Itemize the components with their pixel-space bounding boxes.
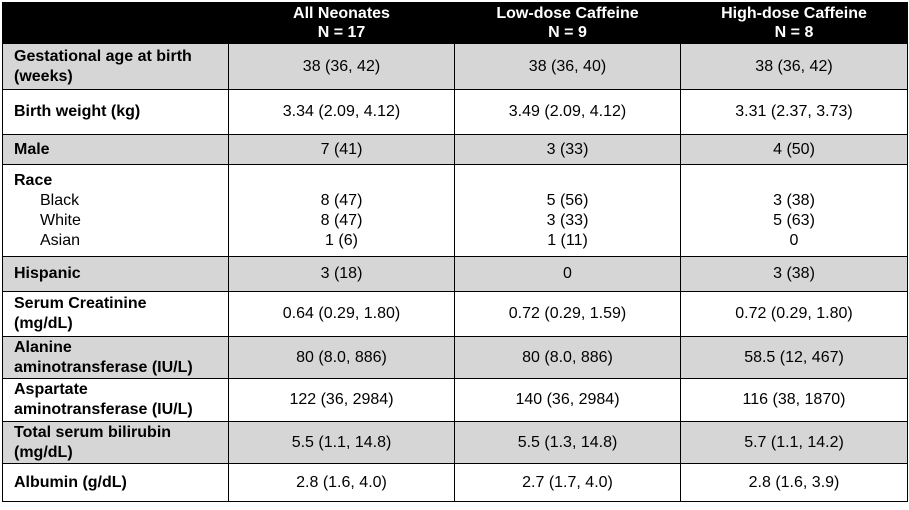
row-label: Alanine aminotransferase (IU/L) xyxy=(2,336,229,379)
race-label: Race xyxy=(14,171,53,189)
header-n: N = 9 xyxy=(548,23,587,41)
header-all-neonates: All Neonates N = 17 xyxy=(228,2,455,44)
header-n: N = 8 xyxy=(774,23,814,41)
cell-low-dose: 38 (36, 40) xyxy=(454,43,681,90)
race-asian-value: 0 xyxy=(789,231,799,249)
cell-all: 5.5 (1.1, 14.8) xyxy=(228,421,455,464)
row-label: Serum Creatinine (mg/dL) xyxy=(2,291,229,337)
cell-low-dose: 3 (33) xyxy=(454,134,681,165)
cell-all: 3.34 (2.09, 4.12) xyxy=(228,89,455,135)
cell-high-dose: 116 (38, 1870) xyxy=(680,378,908,422)
cell-high-dose: 38 (36, 42) xyxy=(680,43,908,90)
table-row-alanine-aminotransferase: Alanine aminotransferase (IU/L) 80 (8.0,… xyxy=(2,336,908,379)
cell-all: 2.8 (1.6, 4.0) xyxy=(228,463,455,502)
race-asian-label: Asian xyxy=(40,231,81,249)
cell-low-dose: 3.49 (2.09, 4.12) xyxy=(454,89,681,135)
header-high-dose-caffeine: High-dose Caffeine N = 8 xyxy=(680,2,908,44)
row-label-line: Aspartate xyxy=(14,381,88,398)
row-label-line: (weeks) xyxy=(14,67,73,85)
demographics-table: All Neonates N = 17 Low-dose Caffeine N … xyxy=(2,2,908,502)
row-label-line: (mg/dL) xyxy=(14,315,73,332)
cell-all: 38 (36, 42) xyxy=(228,43,455,90)
race-asian-value: 1 (6) xyxy=(325,231,358,249)
cell-high-dose: 4 (50) xyxy=(680,134,908,165)
race-white-value: 5 (63) xyxy=(773,211,815,229)
cell-low-dose: 0 xyxy=(454,256,681,292)
row-label: Gestational age at birth (weeks) xyxy=(2,43,229,90)
cell-all: 80 (8.0, 886) xyxy=(228,336,455,379)
race-white-label: White xyxy=(40,211,81,229)
cell-low-dose: 5.5 (1.3, 14.8) xyxy=(454,421,681,464)
header-n: N = 17 xyxy=(317,23,366,41)
race-black-value: 8 (47) xyxy=(320,191,363,209)
table-row-race: Race Black White Asian 8 (47) 8 (47) 1 (… xyxy=(2,164,908,257)
header-blank-cell xyxy=(2,2,229,44)
cell-low-dose: 2.7 (1.7, 4.0) xyxy=(454,463,681,502)
row-label: Male xyxy=(2,134,229,165)
row-label-line: aminotransferase (IU/L) xyxy=(14,358,193,376)
cell-low-dose: 0.72 (0.29, 1.59) xyxy=(454,291,681,337)
race-white-value: 8 (47) xyxy=(320,211,363,229)
cell-high-dose: 3.31 (2.37, 3.73) xyxy=(680,89,908,135)
header-title: High-dose Caffeine xyxy=(721,4,867,22)
row-label: Hispanic xyxy=(2,256,229,292)
row-label: Albumin (g/dL) xyxy=(2,463,229,502)
cell-high-dose: 2.8 (1.6, 3.9) xyxy=(680,463,908,502)
table-row-hispanic: Hispanic 3 (18) 0 3 (38) xyxy=(2,256,908,292)
row-label: Total serum bilirubin (mg/dL) xyxy=(2,421,229,464)
cell-all: 122 (36, 2984) xyxy=(228,378,455,422)
table-header-row: All Neonates N = 17 Low-dose Caffeine N … xyxy=(2,2,908,44)
race-black-value: 3 (38) xyxy=(773,191,815,209)
header-title: Low-dose Caffeine xyxy=(496,4,639,22)
cell-high-dose: 3 (38) 5 (63) 0 xyxy=(680,164,908,257)
cell-high-dose: 3 (38) xyxy=(680,256,908,292)
row-label: Birth weight (kg) xyxy=(2,89,229,135)
row-label-line: Alanine xyxy=(14,338,72,356)
cell-high-dose: 58.5 (12, 467) xyxy=(680,336,908,379)
table-row-serum-creatinine: Serum Creatinine (mg/dL) 0.64 (0.29, 1.8… xyxy=(2,291,908,337)
table-row-birth-weight: Birth weight (kg) 3.34 (2.09, 4.12) 3.49… xyxy=(2,89,908,135)
table-row-total-serum-bilirubin: Total serum bilirubin (mg/dL) 5.5 (1.1, … xyxy=(2,421,908,464)
cell-all: 7 (41) xyxy=(228,134,455,165)
cell-low-dose: 5 (56) 3 (33) 1 (11) xyxy=(454,164,681,257)
header-low-dose-caffeine: Low-dose Caffeine N = 9 xyxy=(454,2,681,44)
cell-all: 0.64 (0.29, 1.80) xyxy=(228,291,455,337)
row-label-line: Gestational age at birth xyxy=(14,47,192,65)
cell-high-dose: 0.72 (0.29, 1.80) xyxy=(680,291,908,337)
table-row-male: Male 7 (41) 3 (33) 4 (50) xyxy=(2,134,908,165)
row-label-line: Total serum bilirubin xyxy=(14,423,172,441)
row-label: Aspartate aminotransferase (IU/L) xyxy=(2,378,229,422)
race-black-label: Black xyxy=(40,191,80,209)
race-asian-value: 1 (11) xyxy=(547,231,588,249)
cell-all: 3 (18) xyxy=(228,256,455,292)
cell-low-dose: 140 (36, 2984) xyxy=(454,378,681,422)
row-label-line: Serum Creatinine xyxy=(14,295,147,312)
table-row-albumin: Albumin (g/dL) 2.8 (1.6, 4.0) 2.7 (1.7, … xyxy=(2,463,908,502)
table-row-aspartate-aminotransferase: Aspartate aminotransferase (IU/L) 122 (3… xyxy=(2,378,908,422)
header-title: All Neonates xyxy=(293,4,390,22)
cell-high-dose: 5.7 (1.1, 14.2) xyxy=(680,421,908,464)
race-white-value: 3 (33) xyxy=(546,211,589,229)
table-row-gestational-age: Gestational age at birth (weeks) 38 (36,… xyxy=(2,43,908,90)
row-label: Race Black White Asian xyxy=(2,164,229,257)
race-black-value: 5 (56) xyxy=(546,191,589,209)
cell-all: 8 (47) 8 (47) 1 (6) xyxy=(228,164,455,257)
cell-low-dose: 80 (8.0, 886) xyxy=(454,336,681,379)
row-label-line: (mg/dL) xyxy=(14,443,73,461)
row-label-line: aminotransferase (IU/L) xyxy=(14,401,193,418)
